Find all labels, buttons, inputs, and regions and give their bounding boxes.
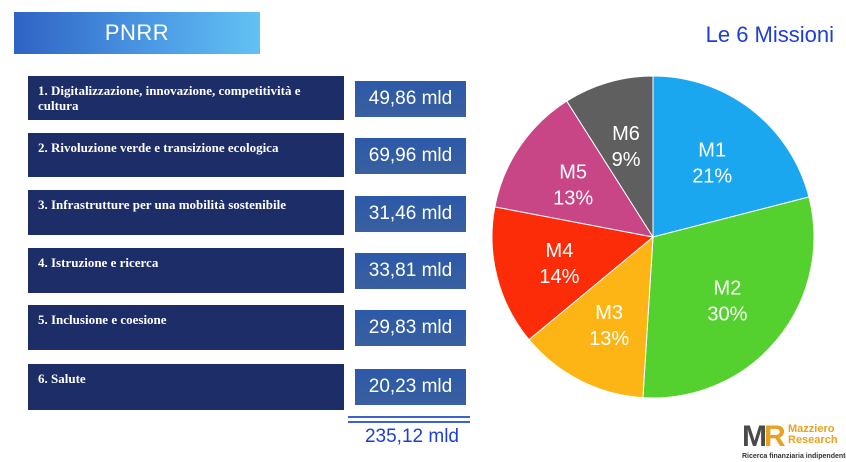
- mission-label-2: 2. Rivoluzione verde e transizione ecolo…: [28, 133, 344, 177]
- mission-label-3: 3. Infrastrutture per una mobilità soste…: [28, 190, 344, 235]
- mission-label-6: 6. Salute: [28, 364, 344, 410]
- pie-slice-m5: [494, 100, 655, 238]
- mission-amount-3: 31,46 mld: [355, 196, 466, 232]
- mission-amount-4: 33,81 mld: [355, 253, 466, 289]
- mission-label-1: 1. Digitalizzazione, innovazione, compet…: [28, 76, 344, 120]
- pie-label-name-m6: M6: [612, 123, 640, 145]
- pie-label-value-m2: 30%: [707, 304, 747, 326]
- pie-label-value-m3: 13%: [589, 328, 629, 350]
- total-amount: 235,12 mld: [364, 426, 459, 447]
- mission-label-4: 4. Istruzione e ricerca: [28, 248, 344, 293]
- total-divider-bottom: [348, 421, 470, 423]
- pie-label-value-m5: 13%: [553, 188, 593, 210]
- pie-label-name-m4: M4: [546, 240, 574, 262]
- pnrr-badge: PNRR: [14, 12, 260, 54]
- pie-label-value-m6: 9%: [612, 149, 641, 171]
- pie-slice-m2: [642, 196, 815, 399]
- page-title: Le 6 Missioni: [705, 22, 834, 47]
- mission-amount-6: 20,23 mld: [355, 369, 466, 405]
- pie-slice-m6: [566, 75, 654, 239]
- mission-amount-1: 49,86 mld: [355, 81, 466, 117]
- pie-label-value-m1: 21%: [692, 166, 732, 188]
- pie-label-name-m5: M5: [559, 162, 587, 184]
- pie-label-name-m3: M3: [595, 302, 623, 324]
- total-divider-top: [348, 416, 470, 418]
- logo-name-line2: Research: [788, 434, 838, 446]
- mission-amount-5: 29,83 mld: [355, 310, 466, 346]
- pie-label-name-m2: M2: [714, 278, 742, 300]
- pie-label-name-m1: M1: [698, 140, 726, 162]
- pie-label-value-m4: 14%: [539, 266, 579, 288]
- pie-slice-m3: [528, 235, 654, 399]
- logo-mark: MR: [742, 420, 786, 453]
- logo-name-line1: Mazziero: [788, 423, 835, 435]
- pie-slice-m4: [491, 206, 655, 341]
- pie-slice-m1: [652, 75, 810, 238]
- mission-amount-2: 69,96 mld: [355, 138, 466, 174]
- logo-name: Mazziero Research: [788, 424, 846, 446]
- logo-tagline: Ricerca finanziaria indipendente: [742, 453, 846, 460]
- logo-mark-left: M: [742, 420, 767, 453]
- logo-mark-right: R: [764, 420, 786, 453]
- mission-label-5: 5. Inclusione e coesione: [28, 305, 344, 350]
